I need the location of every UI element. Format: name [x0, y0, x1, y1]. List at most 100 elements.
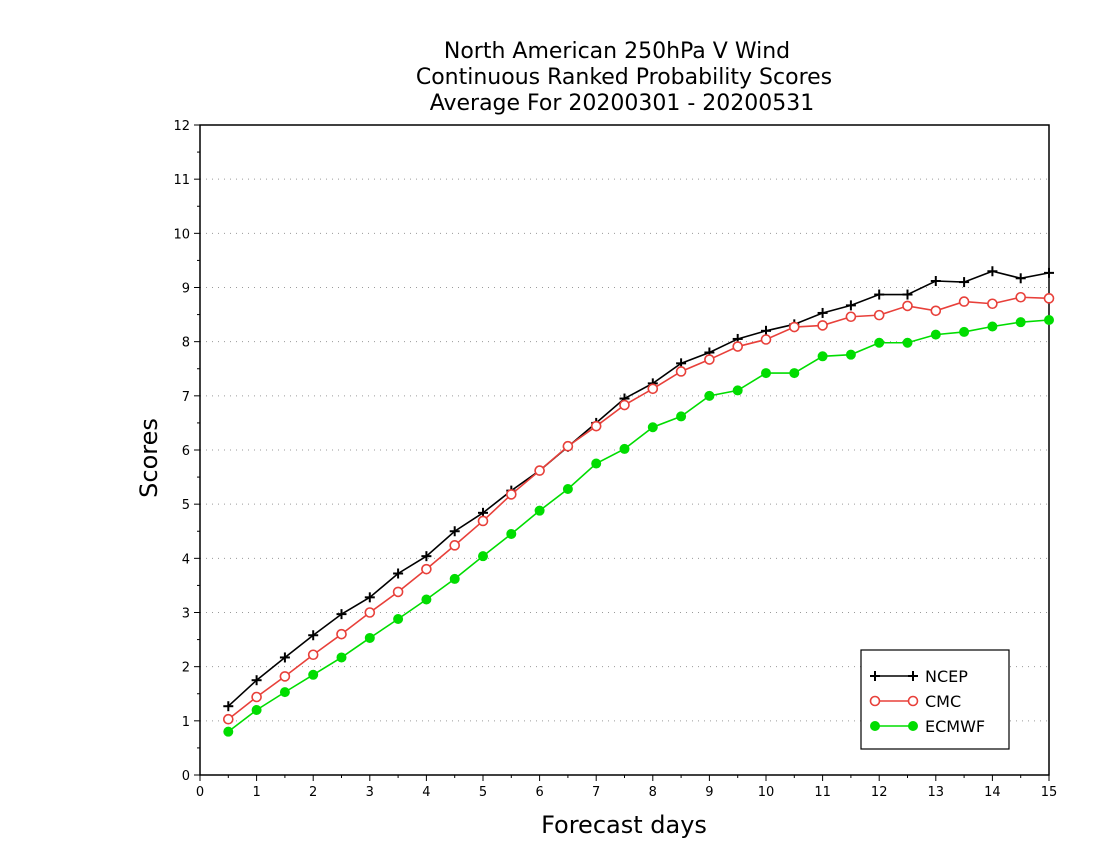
point-cmc [477, 515, 489, 527]
point-ncep [421, 551, 432, 562]
legend-label-ncep: NCEP [925, 667, 968, 686]
point-ecmwf [449, 573, 460, 584]
point-cmc [873, 309, 885, 321]
x-tick-label-13: 13 [928, 785, 945, 800]
point-ncep [845, 300, 856, 311]
point-ecmwf [959, 326, 970, 337]
point-ecmwf [619, 443, 630, 454]
point-cmc [223, 713, 234, 725]
point-ncep [279, 652, 290, 663]
x-tick-label-15: 15 [1041, 785, 1058, 800]
line-ncep [227, 270, 1050, 707]
point-cmc [902, 300, 913, 312]
point-ecmwf [732, 385, 743, 396]
legend-label-cmc: CMC [925, 692, 961, 711]
point-ecmwf [308, 669, 319, 680]
x-tick-label-3: 3 [366, 785, 374, 800]
legend-label-ecmwf: ECMWF [925, 717, 985, 736]
point-ecmwf [647, 422, 658, 433]
point-ecmwf [874, 337, 885, 348]
legend-item-ecmwf: ECMWF [870, 717, 985, 736]
point-cmc [817, 320, 828, 331]
point-ecmwf [251, 705, 262, 715]
point-ncep [817, 307, 828, 318]
point-ncep [761, 325, 771, 336]
x-tick-label-7: 7 [592, 785, 600, 800]
point-cmc [534, 465, 545, 476]
point-cmc [788, 321, 800, 333]
point-cmc [704, 354, 715, 365]
point-ecmwf [761, 368, 771, 379]
y-tick-label-8: 8 [182, 336, 190, 351]
point-ncep [1015, 273, 1026, 284]
point-ncep [393, 568, 404, 579]
point-ecmwf [478, 551, 488, 562]
series-layer [223, 266, 1055, 737]
point-cmc [279, 671, 291, 682]
y-tick-label-7: 7 [182, 390, 190, 405]
x-tick-label-2: 2 [309, 785, 317, 800]
legend-marker-ecmwf [908, 721, 918, 731]
point-ncep [987, 266, 998, 277]
point-ecmwf [506, 528, 517, 539]
x-tick-label-8: 8 [649, 785, 657, 800]
point-cmc [590, 420, 602, 432]
legend: NCEP CMC ECMWF [860, 649, 1010, 750]
y-tick-label-10: 10 [173, 227, 190, 242]
point-cmc [449, 540, 461, 551]
point-ncep [930, 276, 941, 286]
point-ecmwf [223, 726, 234, 737]
y-tick-label-5: 5 [182, 498, 190, 513]
x-axis-label: Forecast days [541, 811, 707, 839]
point-cmc [307, 649, 319, 661]
x-tick-label-11: 11 [814, 785, 831, 800]
legend-item-cmc: CMC [869, 692, 961, 711]
point-cmc [675, 366, 687, 377]
point-ncep [902, 289, 913, 300]
point-cmc [619, 399, 630, 411]
x-tick-label-14: 14 [984, 785, 1001, 800]
y-tick-label-3: 3 [182, 607, 190, 622]
point-cmc [421, 563, 432, 575]
point-cmc [336, 628, 347, 640]
point-ecmwf [676, 411, 687, 422]
point-ncep [959, 277, 970, 288]
point-ecmwf [902, 337, 913, 348]
x-tick-label-10: 10 [758, 785, 775, 800]
legend-marker-ecmwf [870, 721, 880, 731]
y-tick-label-1: 1 [182, 715, 190, 730]
series-ecmwf [223, 315, 1054, 737]
point-cmc [251, 691, 262, 703]
point-ecmwf [393, 614, 404, 624]
x-tick-label-0: 0 [196, 785, 204, 800]
legend-marker-cmc [869, 695, 881, 707]
point-cmc [562, 440, 574, 452]
point-ecmwf [704, 390, 715, 401]
x-tick-label-9: 9 [705, 785, 713, 800]
point-ecmwf [1015, 317, 1026, 328]
point-ecmwf [591, 458, 602, 469]
point-cmc [958, 296, 970, 307]
point-cmc [1015, 291, 1027, 303]
x-tick-label-12: 12 [871, 785, 888, 800]
point-ncep [1044, 267, 1054, 278]
point-ncep [251, 675, 262, 686]
point-ecmwf [845, 349, 856, 360]
x-tick-label-6: 6 [535, 785, 543, 800]
point-cmc [987, 298, 998, 310]
point-ncep [223, 701, 234, 712]
point-ncep [364, 592, 375, 603]
point-cmc [760, 334, 772, 345]
point-cmc [392, 586, 404, 598]
point-ecmwf [930, 329, 941, 340]
y-tick-label-0: 0 [182, 769, 190, 784]
title-line-1: North American 250hPa V Wind [444, 39, 790, 64]
point-ncep [874, 289, 885, 300]
legend-box [860, 649, 1010, 750]
point-ncep [308, 630, 319, 641]
point-ecmwf [534, 505, 545, 516]
title-line-3: Average For 20200301 - 20200531 [430, 91, 815, 116]
point-cmc [1043, 293, 1055, 304]
